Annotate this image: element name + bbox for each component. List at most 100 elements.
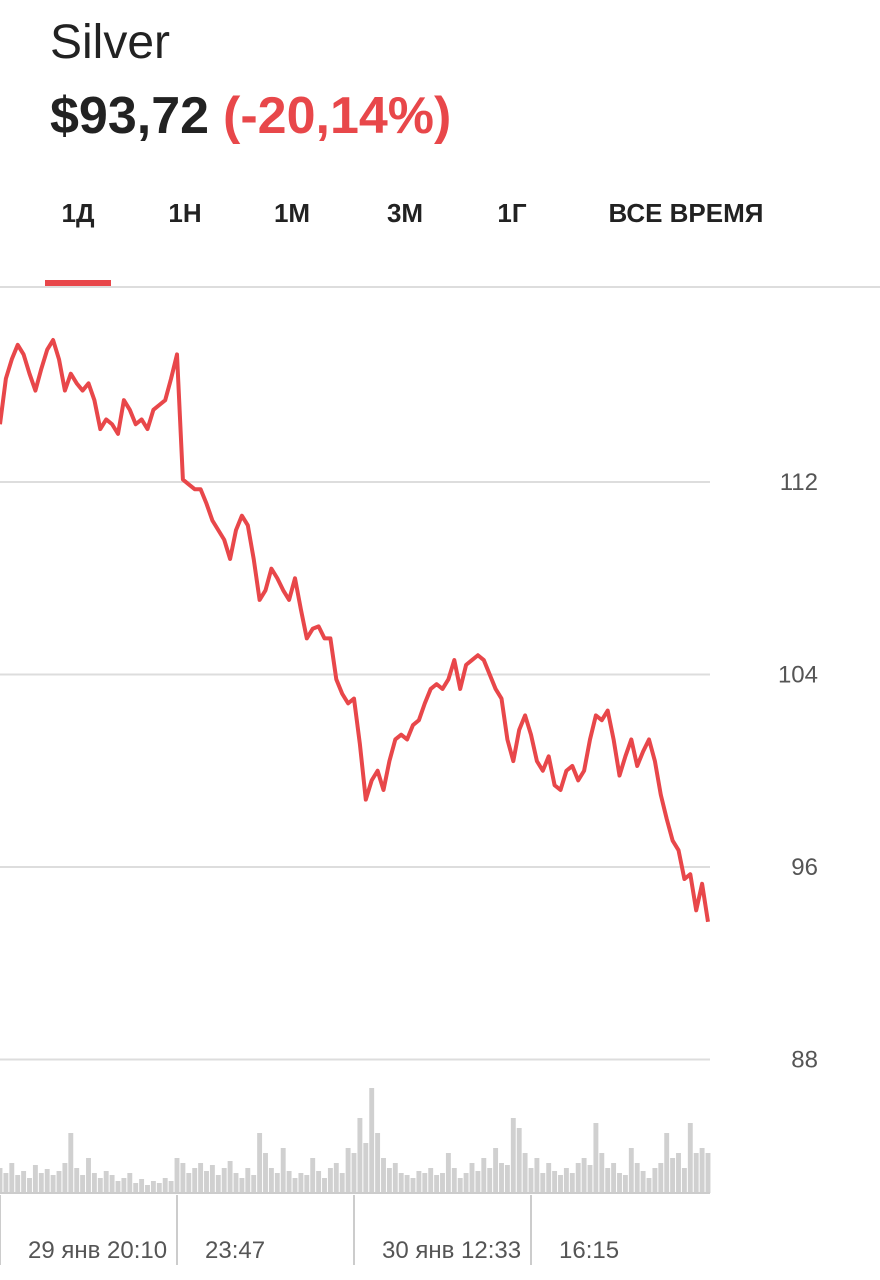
volume-bar (416, 1171, 422, 1193)
volume-bar (440, 1173, 445, 1193)
volume-bar (38, 1173, 44, 1193)
volume-bar (192, 1168, 198, 1193)
volume-bar (103, 1171, 109, 1193)
tab[interactable]: ВСЕ ВРЕМЯ (609, 198, 764, 228)
asset-title: Silver (50, 16, 170, 69)
price-change: (-20,14%) (223, 87, 451, 145)
volume-bar (327, 1168, 333, 1193)
volume-bar (227, 1161, 233, 1193)
y-tick-label: 96 (791, 854, 818, 881)
price-line: $93,72 (-20,14%) (50, 87, 451, 145)
volume-bar (174, 1158, 180, 1193)
volume-bar (386, 1168, 392, 1193)
volume-bar (304, 1175, 310, 1193)
x-tick-label: 30 янв 12:33 (382, 1237, 521, 1264)
volume-bar (646, 1178, 652, 1193)
volume-bar (68, 1133, 74, 1193)
tab-bar: 1Д 1Н 1М 3М 1Г ВСЕ ВРЕМЯ (45, 198, 763, 286)
y-tick-label: 88 (791, 1047, 818, 1074)
volume-bar (121, 1178, 127, 1193)
volume-bar (681, 1168, 687, 1193)
volume-bar (298, 1173, 304, 1193)
volume-bar (162, 1178, 168, 1193)
volume-bar (274, 1173, 280, 1193)
volume-bar (198, 1163, 204, 1193)
volume-bar (369, 1088, 375, 1193)
volume-bar (451, 1168, 457, 1193)
volume-bar (587, 1165, 593, 1193)
volume-bar (381, 1158, 386, 1193)
volume-bar (97, 1178, 103, 1193)
volume-bar (351, 1153, 357, 1193)
volume-bar (487, 1168, 493, 1193)
volume-bar (21, 1171, 27, 1193)
volume-bar (27, 1178, 32, 1193)
volume-bar (422, 1173, 428, 1193)
volume-bar (204, 1171, 209, 1193)
volume-bar (322, 1178, 327, 1193)
volume-bar (410, 1178, 416, 1193)
volume-bar (310, 1158, 316, 1193)
volume-bar (109, 1175, 115, 1193)
volume-bar (504, 1165, 510, 1193)
volume-bar (139, 1179, 145, 1193)
volume-bar (558, 1175, 563, 1193)
volume-bar (357, 1118, 363, 1193)
volume-bar (3, 1173, 9, 1193)
volume-bar (664, 1133, 670, 1193)
volume-bar (156, 1183, 162, 1193)
volume-bar (575, 1163, 581, 1193)
volume-bar (687, 1123, 693, 1193)
volume-bar (404, 1175, 410, 1193)
volume-bar (534, 1158, 540, 1193)
volume-bar (611, 1163, 617, 1193)
y-tick-label: 104 (778, 662, 818, 689)
volume-bar (552, 1171, 558, 1193)
volume-bar (316, 1171, 322, 1193)
volume-bar (145, 1185, 150, 1193)
volume-bar (286, 1171, 292, 1193)
tab[interactable]: 1М (274, 198, 310, 228)
volume-bar (0, 1168, 3, 1193)
active-tab-indicator (45, 280, 111, 286)
volume-bar (62, 1163, 68, 1193)
volume-bar (428, 1168, 434, 1193)
volume-bar (363, 1143, 369, 1193)
volume-bar (239, 1178, 245, 1193)
volume-bar (563, 1168, 569, 1193)
volume-bar (569, 1173, 575, 1193)
volume-bar (74, 1168, 80, 1193)
volume-bar (469, 1163, 475, 1193)
volume-bar (658, 1163, 664, 1193)
tab[interactable]: 1Г (497, 198, 526, 228)
volume-bar (699, 1148, 705, 1193)
volume-bar (339, 1173, 345, 1193)
volume-bar (9, 1163, 15, 1193)
volume-bar (475, 1171, 481, 1193)
volume-bar (540, 1173, 546, 1193)
volume-bar (522, 1153, 528, 1193)
volume-bar (375, 1133, 381, 1193)
volume-bar (516, 1128, 522, 1193)
tab[interactable]: 1Н (168, 198, 201, 228)
volume-bar (292, 1178, 298, 1193)
volume-bar (50, 1175, 56, 1193)
volume-bar (209, 1165, 215, 1193)
volume-bar (528, 1168, 534, 1193)
volume-bar (168, 1181, 174, 1193)
volume-bar (280, 1148, 286, 1193)
volume-bar (268, 1168, 274, 1193)
volume-bar (15, 1175, 21, 1193)
volume-bar (186, 1173, 192, 1193)
volume-bar (133, 1183, 139, 1193)
x-tick-label: 23:47 (205, 1237, 265, 1264)
tab[interactable]: 3М (387, 198, 423, 228)
volume-bar (215, 1175, 221, 1193)
volume-bar (457, 1178, 463, 1193)
volume-bar (150, 1181, 156, 1193)
volume-bar (245, 1168, 251, 1193)
volume-bar (251, 1175, 257, 1193)
volume-bar (263, 1153, 268, 1193)
tab[interactable]: 1Д (62, 198, 95, 228)
